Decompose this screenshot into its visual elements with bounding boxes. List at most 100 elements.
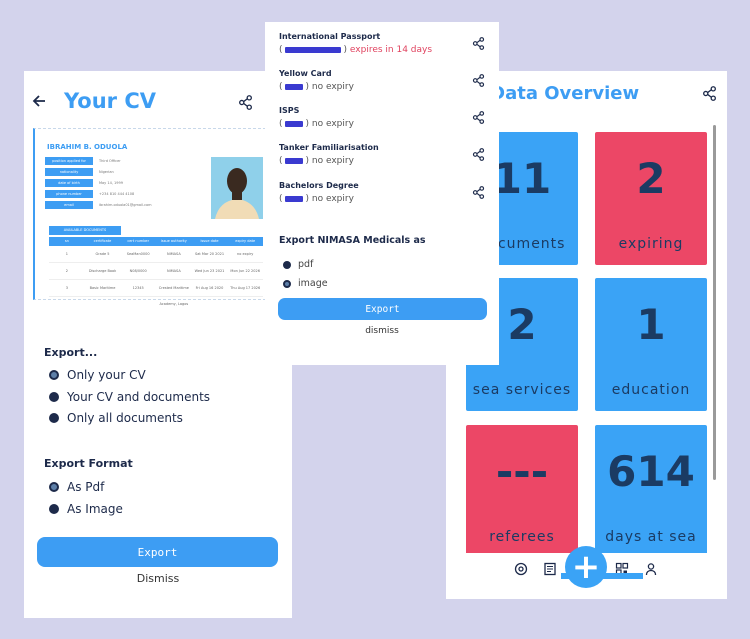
profile-photo (211, 157, 263, 219)
cv-field: email ibrahim.oduola01@gmail.com (45, 201, 152, 209)
tile-education[interactable]: 1 education (595, 278, 707, 411)
option-label: As Image (67, 502, 123, 516)
share-icon[interactable] (238, 95, 253, 114)
tile-label: days at sea (605, 529, 697, 545)
cv-field: nationality Nigerian (45, 168, 152, 176)
table-cell: Crested Maritime Academy, Lagos (158, 286, 189, 306)
share-icon[interactable] (472, 146, 485, 165)
format-section-title: Export Format (44, 457, 133, 470)
document-status-line: () no expiry (279, 82, 491, 92)
tile-value: --- (495, 447, 549, 496)
export-section-title: Export... (44, 346, 98, 359)
cv-field-label: email (45, 201, 93, 209)
document-number-close: ) (305, 156, 310, 166)
cv-field-value: +234 810 444 4108 (99, 192, 135, 196)
share-icon[interactable] (472, 184, 485, 203)
format-option-pdf[interactable]: As Pdf (49, 480, 104, 494)
share-icon[interactable] (472, 109, 485, 128)
cv-name: IBRAHIM B. ODUOLA (47, 143, 128, 151)
tile-value: 1 (636, 300, 666, 349)
export-option-cv[interactable]: Only your CV (49, 368, 146, 382)
table-cell: SeaMan0000 (126, 252, 150, 256)
table-cell: no expiry (237, 252, 254, 256)
radio-icon[interactable] (49, 392, 59, 402)
add-fab-button[interactable]: + (565, 546, 607, 588)
option-label: Your CV and documents (67, 390, 211, 404)
table-cell: Thu Aug 17 2026 (230, 286, 261, 290)
table-header-cell: issue authority (160, 239, 187, 243)
table-row: 1 Grade 5 SeaMan0000 NIMASA Sat Mar 20 2021 n… (49, 246, 263, 263)
redacted-number (284, 158, 303, 164)
radio-selected-icon[interactable] (283, 279, 291, 288)
table-cell: Fri Aug 16 2020 (195, 286, 224, 290)
radio-selected-icon[interactable] (49, 370, 59, 380)
cv-field: date of birth May 14, 1999 (45, 179, 152, 187)
cv-field: position applied for Third Officer (45, 157, 152, 165)
document-row[interactable]: ISPS () no expiry (279, 106, 491, 136)
option-label: image (298, 278, 328, 289)
page-title: Your CV (64, 89, 156, 113)
table-cell: Basic Maritime (89, 286, 116, 290)
document-status-line: () expires in 14 days (279, 45, 491, 55)
medicals-option-image[interactable]: image (283, 278, 328, 289)
tile-referees[interactable]: --- referees (466, 425, 578, 558)
scrollbar[interactable] (713, 125, 716, 480)
document-status-line: () no expiry (279, 194, 491, 204)
settings-icon[interactable] (514, 561, 528, 580)
medicals-export-title: Export NIMASA Medicals as (279, 235, 426, 246)
cv-docs-table: sn certificate cert number issue authority i… (49, 237, 263, 306)
document-number-open: ( (279, 119, 283, 129)
tile-days-at-sea[interactable]: 614 days at sea (595, 425, 707, 558)
redacted-number (284, 47, 341, 53)
tile-expiring[interactable]: 2 expiring (595, 132, 707, 265)
table-cell: NIMASA (166, 269, 181, 273)
tile-label: referees (489, 529, 555, 545)
dismiss-button[interactable]: Dismiss (24, 571, 292, 586)
radio-selected-icon[interactable] (49, 482, 59, 492)
radio-icon[interactable] (49, 504, 59, 514)
tile-value: 2 (507, 300, 537, 349)
export-button[interactable]: Export (37, 537, 278, 567)
export-option-all-docs[interactable]: Only all documents (49, 411, 183, 425)
expiry-status: no expiry (311, 119, 354, 129)
table-row: 3 Basic Maritime 12345 Crested Maritime Aca… (49, 280, 263, 306)
medicals-option-pdf[interactable]: pdf (283, 259, 313, 270)
document-number-close: ) (305, 194, 310, 204)
table-body: 1 Grade 5 SeaMan0000 NIMASA Sat Mar 20 2021 n… (49, 246, 263, 306)
table-row: 2 Discharge Book N08/0000 NIMASA Wed Jun 23 … (49, 263, 263, 280)
option-label: As Pdf (67, 480, 105, 494)
cv-field-label: date of birth (45, 179, 93, 187)
tile-label: documents (478, 236, 566, 252)
cv-export-screen: Your CV IBRAHIM B. ODUOLA position appli… (24, 71, 292, 618)
cv-field-list: position applied for Third Officer nationa… (45, 157, 152, 212)
share-icon[interactable] (472, 35, 485, 54)
expiry-status: no expiry (311, 194, 354, 204)
table-header-cell: cert number (127, 239, 150, 243)
document-row[interactable]: Bachelors Degree () no expiry (279, 181, 491, 211)
document-row[interactable]: Yellow Card () no expiry (279, 69, 491, 99)
back-arrow-icon[interactable] (32, 93, 46, 112)
document-title: Yellow Card (279, 69, 332, 78)
radio-icon[interactable] (283, 260, 291, 269)
profile-icon[interactable] (644, 561, 658, 580)
redacted-number (284, 196, 303, 202)
document-status-line: () no expiry (279, 119, 491, 129)
table-header-cell: issue date (200, 239, 219, 243)
tile-label: education (611, 382, 691, 398)
document-title: Bachelors Degree (279, 181, 359, 190)
share-icon[interactable] (702, 86, 717, 105)
redacted-number (284, 84, 303, 90)
table-cell: 3 (65, 286, 68, 290)
radio-icon[interactable] (49, 413, 59, 423)
format-option-image[interactable]: As Image (49, 502, 123, 516)
table-cell: N08/0000 (129, 269, 147, 273)
dismiss-button[interactable]: dismiss (265, 325, 499, 337)
document-row[interactable]: Tanker Familiarisation () no expiry (279, 143, 491, 173)
news-icon[interactable] (543, 561, 557, 580)
option-label: pdf (298, 259, 314, 270)
share-icon[interactable] (472, 72, 485, 91)
export-option-cv-and-docs[interactable]: Your CV and documents (49, 390, 210, 404)
export-button[interactable]: Export (278, 298, 487, 320)
tile-value: 2 (636, 154, 666, 203)
document-row[interactable]: International Passport () expires in 14 d… (279, 32, 491, 62)
